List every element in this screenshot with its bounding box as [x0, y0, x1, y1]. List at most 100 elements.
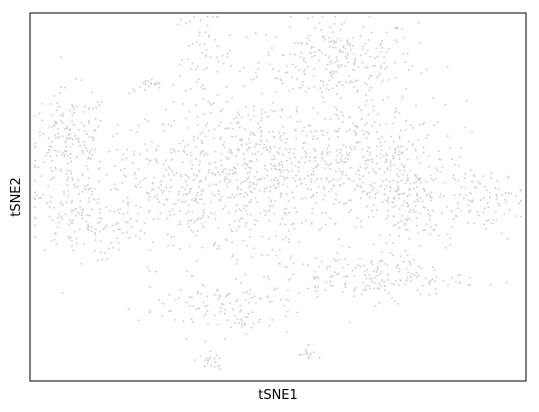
data-point [86, 168, 89, 171]
data-point [77, 178, 80, 181]
data-point [215, 354, 218, 357]
data-point [419, 245, 422, 248]
data-point [68, 109, 71, 112]
data-point [150, 189, 153, 192]
data-point [420, 72, 423, 75]
data-point [432, 229, 435, 231]
data-point [291, 169, 294, 172]
data-point [353, 68, 356, 71]
data-point [263, 143, 266, 146]
data-point [70, 245, 73, 248]
data-point [202, 97, 205, 100]
data-point [53, 238, 56, 241]
data-point [311, 212, 314, 215]
data-point [291, 191, 293, 194]
data-point [398, 234, 400, 237]
data-point [376, 268, 379, 271]
data-point [496, 180, 499, 183]
data-point [220, 164, 223, 166]
data-point [354, 59, 357, 61]
data-point [71, 105, 74, 108]
data-point [365, 194, 368, 196]
data-point [414, 205, 417, 208]
data-point [360, 118, 363, 121]
data-point [394, 76, 397, 79]
data-point [219, 295, 222, 298]
data-point [232, 165, 235, 168]
data-point [380, 42, 382, 45]
data-point [433, 124, 436, 127]
data-point [381, 259, 384, 262]
data-point [172, 244, 175, 247]
data-point [379, 67, 382, 70]
data-point [205, 220, 208, 223]
data-point [308, 160, 311, 163]
data-point [314, 150, 317, 152]
data-point [64, 140, 67, 143]
data-point [406, 254, 409, 257]
data-point [34, 198, 36, 201]
data-point [260, 131, 263, 134]
data-point [335, 130, 338, 133]
data-point [123, 174, 126, 177]
data-point [220, 302, 223, 305]
data-point [199, 160, 201, 163]
data-point [428, 166, 431, 168]
data-point [258, 143, 261, 146]
data-point [220, 159, 223, 162]
data-point [71, 178, 74, 181]
data-point [54, 166, 57, 169]
data-point [322, 36, 325, 39]
data-point [285, 192, 288, 195]
data-point [194, 219, 197, 222]
data-point [185, 22, 188, 25]
data-point [150, 78, 153, 81]
data-point [379, 123, 382, 126]
data-point [54, 232, 57, 235]
data-point [316, 276, 319, 278]
data-point [34, 159, 36, 162]
data-point [374, 196, 377, 199]
data-point [117, 242, 120, 245]
data-point [185, 270, 188, 273]
data-point [274, 77, 277, 80]
data-point [194, 158, 197, 161]
data-point [197, 217, 200, 219]
data-point [244, 316, 247, 318]
data-point [263, 190, 266, 193]
data-point [94, 231, 96, 234]
data-point [189, 160, 192, 163]
data-point [201, 188, 204, 191]
data-point [66, 183, 69, 186]
data-point [177, 223, 180, 226]
data-point [346, 52, 349, 54]
data-point [43, 160, 46, 163]
data-point [210, 212, 212, 214]
data-point [168, 293, 171, 296]
data-point [336, 37, 339, 40]
data-point [66, 235, 69, 238]
data-point [191, 210, 194, 213]
data-point [373, 276, 376, 279]
data-point [139, 186, 142, 189]
data-point [379, 259, 382, 262]
data-point [333, 271, 336, 274]
data-point [333, 61, 336, 64]
data-point [185, 117, 187, 120]
data-point [320, 177, 323, 180]
data-point [37, 166, 40, 169]
data-point [142, 81, 145, 84]
data-point [149, 286, 152, 289]
data-point [56, 226, 59, 229]
data-point [396, 146, 399, 148]
data-point [75, 156, 78, 159]
data-point [234, 220, 236, 223]
data-point [246, 149, 249, 152]
data-point [401, 173, 404, 176]
data-point [271, 130, 274, 133]
data-point [70, 210, 73, 213]
data-point [428, 280, 431, 283]
data-point [364, 159, 367, 162]
data-point [148, 195, 151, 198]
data-point [214, 361, 217, 364]
